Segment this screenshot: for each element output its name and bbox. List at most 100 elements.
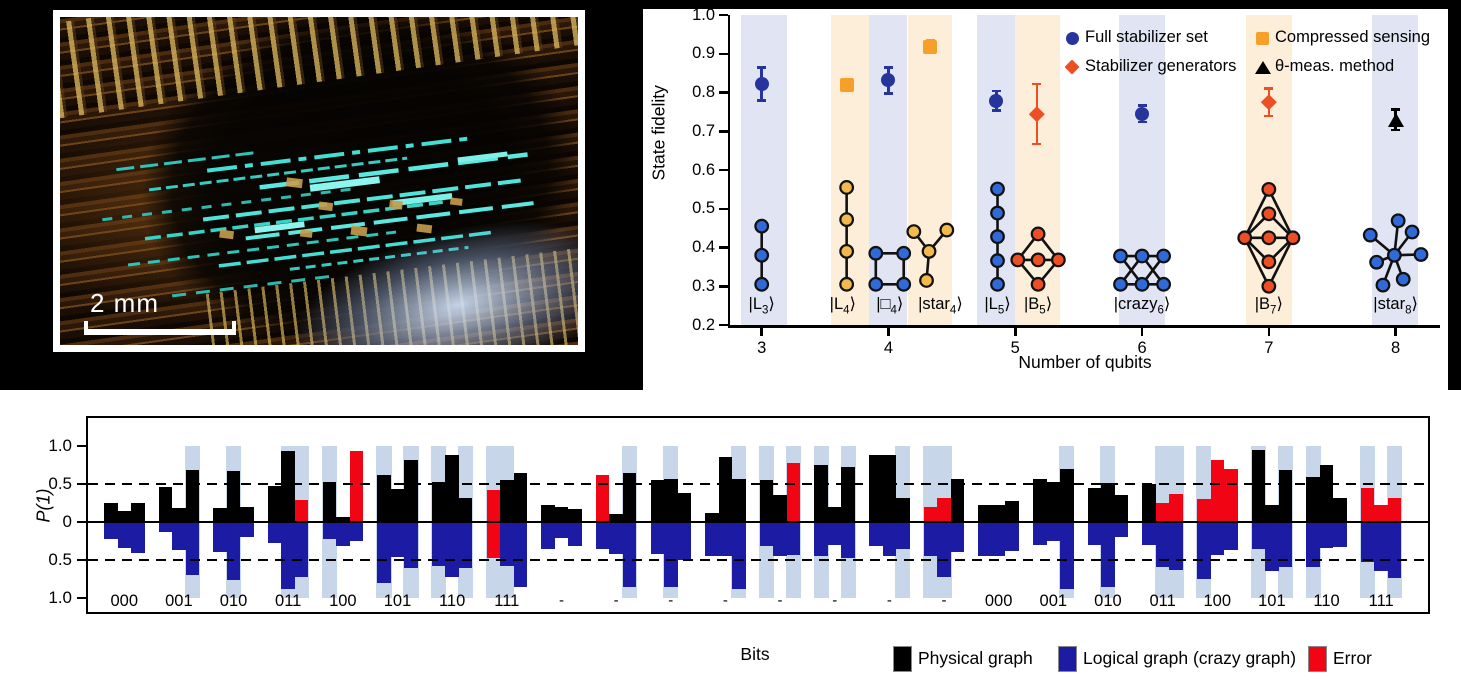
- bits-group-label: 001: [165, 592, 193, 610]
- physical-bar: [978, 505, 992, 522]
- logical-bar: [773, 522, 787, 557]
- bits-group-label: 011: [1149, 592, 1176, 610]
- legend-swatch: [893, 646, 912, 672]
- state-label: |L5⟩: [984, 295, 1011, 317]
- logical-bar: [664, 522, 678, 587]
- fidelity-y-tick-label: 0.5: [692, 199, 715, 218]
- fidelity-x-tick: [1140, 327, 1144, 336]
- chip-photo-panel: 2 mm: [0, 0, 643, 390]
- logical-bar: [609, 522, 623, 554]
- fidelity-y-axis: [727, 15, 730, 328]
- logical-bar: [1060, 522, 1074, 589]
- fidelity-highlight-band: [907, 15, 952, 325]
- bits-y-axis-label: P(1): [33, 488, 54, 523]
- logical-bar: [568, 522, 582, 546]
- logical-bar: [1114, 522, 1129, 538]
- physical-bar: [486, 490, 501, 522]
- logical-bar: [705, 522, 719, 557]
- error-bar-cap: [1391, 108, 1401, 111]
- logical-bar: [1333, 522, 1347, 548]
- logical-bar: [1265, 522, 1279, 571]
- bits-group-label: 110: [1313, 592, 1340, 610]
- logical-bar: [445, 522, 459, 577]
- logical-bar: [213, 522, 227, 552]
- logical-bar: [226, 522, 241, 580]
- fidelity-x-tick-label: 8: [1391, 339, 1401, 357]
- data-point-circle: [1135, 106, 1150, 121]
- physical-bar: [677, 493, 691, 522]
- physical-bar: [377, 474, 391, 522]
- physical-bar: [595, 474, 610, 522]
- bits-y-tick-label: 1.0: [48, 588, 72, 607]
- state-label: |B5⟩: [1024, 295, 1053, 317]
- logical-bar: [377, 522, 391, 583]
- logical-bar: [1197, 522, 1211, 579]
- error-bar-cap: [991, 89, 1001, 93]
- error-bar-cap: [1137, 104, 1147, 107]
- fidelity-y-tick: [719, 13, 728, 17]
- physical-bar: [786, 462, 801, 522]
- dashed-guide-plus-0.5: [88, 482, 1428, 486]
- data-point-circle: [754, 76, 769, 91]
- fidelity-x-tick-label: 3: [757, 339, 767, 357]
- bits-group-label: 110: [438, 592, 466, 610]
- physical-bar: [923, 506, 938, 522]
- logical-bar: [486, 522, 501, 559]
- bits-group-label: 111: [1368, 592, 1394, 610]
- logical-bar: [1005, 522, 1019, 551]
- bits-group-label: 101: [1258, 592, 1286, 610]
- data-point-square: [839, 77, 854, 92]
- logical-bar: [841, 522, 855, 559]
- logical-bar: [1224, 522, 1238, 551]
- error-bar-cap: [1391, 128, 1401, 132]
- physical-bar: [541, 504, 555, 522]
- physical-bar: [104, 503, 118, 522]
- bits-y-tick-label: 0.5: [48, 550, 72, 569]
- bits-group-label: -: [886, 592, 892, 609]
- fidelity-x-tick-label: 7: [1264, 339, 1274, 357]
- logical-bar: [281, 522, 295, 589]
- fidelity-x-tick-label: 6: [1137, 339, 1147, 357]
- logical-bar: [513, 522, 528, 587]
- physical-bar: [458, 498, 473, 522]
- physical-bar: [172, 507, 186, 522]
- logical-bar: [404, 522, 418, 569]
- physical-bar: [1224, 468, 1238, 522]
- physical-bar: [322, 481, 337, 522]
- legend-marker-square: [1255, 31, 1269, 45]
- logical-bar: [896, 522, 910, 549]
- logical-bar: [677, 522, 691, 560]
- fidelity-y-tick: [719, 246, 728, 249]
- fidelity-y-tick: [719, 285, 728, 288]
- legend-marker-triangle: [1255, 60, 1271, 74]
- physical-bar: [950, 479, 965, 522]
- fidelity-highlight-band: [977, 15, 1016, 325]
- bits-group-label: 000: [110, 592, 139, 610]
- state-label: |crazy6⟩: [1113, 295, 1171, 317]
- fidelity-x-tick: [760, 327, 763, 336]
- legend-marker-diamond: [1064, 59, 1080, 75]
- logical-bar: [322, 522, 337, 540]
- physical-bar: [1210, 460, 1224, 522]
- data-point-circle: [989, 93, 1004, 108]
- logical-bar: [869, 522, 883, 547]
- logical-bar: [431, 522, 446, 567]
- physical-bar: [1005, 500, 1019, 522]
- logical-bar: [650, 522, 664, 554]
- fidelity-x-tick: [1014, 327, 1017, 336]
- logical-bar: [1210, 522, 1224, 555]
- logical-bar: [117, 522, 131, 548]
- logical-bar: [732, 522, 746, 589]
- physical-bar: [991, 505, 1006, 522]
- legend-swatch: [1308, 646, 1327, 672]
- physical-bar: [240, 506, 254, 522]
- bits-group-label: -: [668, 592, 674, 609]
- logical-bar: [554, 522, 569, 538]
- logical-bar: [1374, 522, 1388, 571]
- logical-bar: [814, 522, 828, 557]
- logical-bar: [541, 522, 555, 549]
- fidelity-y-tick-label: 0.6: [692, 160, 715, 179]
- logical-bar: [1142, 522, 1156, 545]
- fidelity-y-tick: [719, 207, 728, 210]
